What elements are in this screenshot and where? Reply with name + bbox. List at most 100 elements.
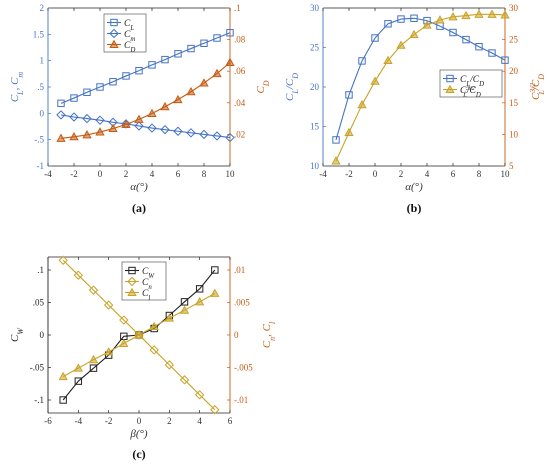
legend-entry-label: CD xyxy=(124,41,135,54)
data-point xyxy=(103,300,114,310)
data-point xyxy=(461,10,471,20)
x-axis-label: β(°) xyxy=(129,428,148,440)
series-cl32cd xyxy=(331,9,510,165)
y-axis-right-label: Cn, Cl xyxy=(261,321,277,348)
legend-entry-label: Cl xyxy=(142,289,150,302)
data-point xyxy=(134,330,144,339)
data-point xyxy=(212,131,222,141)
y-left-tick-label: 2 xyxy=(40,3,45,13)
data-point xyxy=(121,119,131,128)
legend-entry-label: Cm xyxy=(124,30,135,43)
data-point xyxy=(73,363,83,372)
x-tick-label: 8 xyxy=(202,169,207,179)
data-point xyxy=(210,288,220,297)
series-clcd xyxy=(332,14,509,144)
y-left-tick-label: 0 xyxy=(40,330,45,340)
y-right-tick-label: 25 xyxy=(509,35,519,45)
x-tick-label: 6 xyxy=(228,416,233,426)
x-tick-label: -2 xyxy=(105,416,113,426)
data-point xyxy=(95,127,105,136)
data-point xyxy=(96,83,104,91)
data-point xyxy=(199,129,209,140)
data-point xyxy=(488,49,496,57)
data-point xyxy=(211,266,219,274)
y-right-tick-label: 5 xyxy=(509,161,514,171)
y-left-tick-label: 1.5 xyxy=(33,29,45,39)
y-right-tick-label: 15 xyxy=(509,98,519,108)
y-left-tick-label: .5 xyxy=(37,82,44,92)
data-point xyxy=(108,123,118,133)
data-point xyxy=(475,43,483,51)
data-point xyxy=(226,29,234,37)
data-point xyxy=(383,55,393,64)
panel-caption: (a) xyxy=(132,201,146,215)
legend-marker xyxy=(128,266,136,275)
data-point xyxy=(345,91,353,99)
data-point xyxy=(409,29,419,39)
chart-panel-a: -4 -2 0 2 4 6 8 10 -1 -.5 0 .5 1 1.5 2 .02 .04 .06 .08 .1 α(… xyxy=(9,3,271,215)
data-point xyxy=(180,298,189,306)
data-point xyxy=(200,39,208,47)
legend-marker xyxy=(110,18,118,27)
legend-marker xyxy=(109,28,119,39)
data-point xyxy=(56,133,66,142)
y-axis-left-label: CW xyxy=(9,327,25,342)
y-right-tick-label: .08 xyxy=(234,35,246,45)
data-point xyxy=(474,9,484,18)
y-right-tick-label: .1 xyxy=(234,3,241,13)
data-point xyxy=(149,345,159,355)
legend-marker xyxy=(109,39,119,48)
data-point xyxy=(173,94,183,104)
legend-entry-label: C3/2 L/CD xyxy=(460,84,481,98)
series-line xyxy=(60,114,231,139)
data-point xyxy=(397,15,405,23)
y-axis-left-label: CL, Cm xyxy=(9,72,25,103)
data-point xyxy=(59,396,67,404)
data-point xyxy=(344,127,354,137)
data-point xyxy=(194,390,205,400)
data-point xyxy=(186,86,196,96)
data-point xyxy=(195,297,205,306)
x-tick-label: 2 xyxy=(167,416,172,426)
data-point xyxy=(212,68,222,78)
data-point xyxy=(371,34,379,42)
y-right-tick-label: -.005 xyxy=(234,363,253,373)
y-right-tick-label: 20 xyxy=(509,66,519,76)
data-point xyxy=(396,40,406,49)
data-point xyxy=(161,55,169,64)
data-point xyxy=(225,132,235,143)
x-tick-label: 0 xyxy=(373,169,378,179)
y-right-tick-label: 10 xyxy=(509,129,519,139)
y-left-tick-label: 25 xyxy=(310,43,320,53)
y-left-tick-label: .05 xyxy=(33,298,45,308)
data-point xyxy=(370,76,380,85)
series-cm xyxy=(56,110,235,143)
legend-marker xyxy=(127,276,137,287)
data-point xyxy=(448,12,458,21)
x-tick-label: 6 xyxy=(451,169,456,179)
y-left-tick-label: 20 xyxy=(310,82,320,92)
x-tick-label: 4 xyxy=(197,416,202,426)
x-tick-label: 4 xyxy=(150,169,155,179)
x-tick-label: 6 xyxy=(176,169,181,179)
y-left-tick-label: 10 xyxy=(310,161,320,171)
data-point xyxy=(410,14,418,22)
data-point xyxy=(95,115,105,125)
y-right-tick-label: .02 xyxy=(234,129,245,139)
data-point xyxy=(186,128,196,138)
x-tick-label: 2 xyxy=(124,169,129,179)
data-point xyxy=(501,56,509,64)
legend-marker xyxy=(445,84,455,93)
y-right-tick-label: .04 xyxy=(234,98,246,108)
y-left-tick-label: 15 xyxy=(310,122,320,132)
data-point xyxy=(462,35,470,44)
y-left-tick-label: 0 xyxy=(40,108,45,118)
series-cd xyxy=(56,57,235,142)
data-point xyxy=(160,101,170,111)
data-point xyxy=(160,124,170,135)
data-point xyxy=(449,28,457,37)
data-point xyxy=(69,131,79,141)
data-point xyxy=(331,156,341,165)
